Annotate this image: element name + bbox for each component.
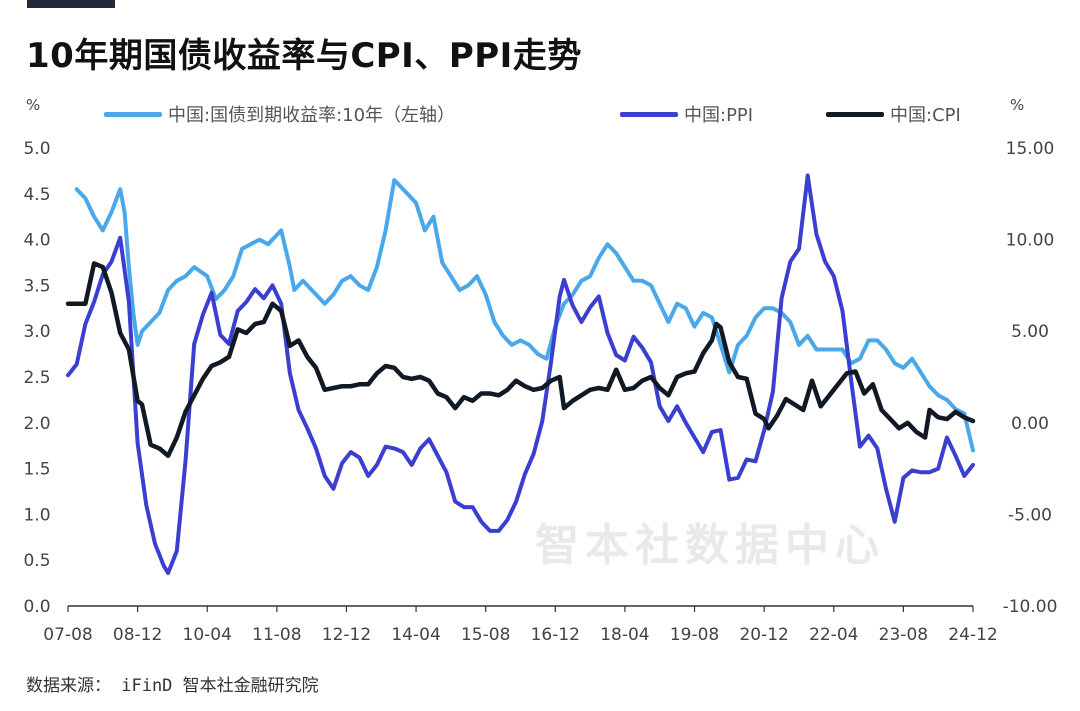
legend-swatch-bond-yield — [104, 111, 162, 117]
bond-yield-line — [74, 178, 975, 453]
watermark-text: 智本社数据中心 — [535, 520, 885, 571]
right-tick-label: 10.00 — [1006, 231, 1055, 251]
right-tick-label: -10.00 — [1003, 597, 1058, 617]
x-tick-label: 14-04 — [391, 625, 440, 645]
right-tick-label: -5.00 — [1008, 505, 1052, 525]
left-tick-label: 0.0 — [23, 597, 50, 617]
legend-item-ppi: 中国:PPI — [620, 101, 753, 127]
left-tick-label: 2.5 — [23, 368, 50, 388]
x-tick-label: 08-12 — [113, 625, 162, 645]
x-tick-label: 22-04 — [809, 625, 858, 645]
left-tick-label: 1.5 — [23, 460, 50, 480]
left-tick-label: 3.0 — [23, 322, 50, 342]
x-tick-label: 24-12 — [948, 625, 997, 645]
left-tick-label: 4.0 — [23, 231, 50, 251]
x-tick-label: 10-04 — [183, 625, 232, 645]
data-source: 数据来源： iFinD 智本社金融研究院 — [26, 676, 319, 696]
ppi-line — [66, 173, 975, 575]
left-tick-label: 0.5 — [23, 551, 50, 571]
legend-item-cpi: 中国:CPI — [826, 101, 961, 127]
legend-label-cpi: 中国:CPI — [890, 105, 961, 126]
chart-title: 10年期国债收益率与CPI、PPI走势 — [26, 36, 582, 76]
left-tick-label: 5.0 — [23, 139, 50, 159]
x-tick-label: 20-12 — [739, 625, 788, 645]
x-tick-label: 11-08 — [252, 625, 301, 645]
legend-item-bond-yield: 中国:国债到期收益率:10年（左轴） — [104, 101, 455, 127]
right-tick-label: 15.00 — [1006, 139, 1055, 159]
x-tick-label: 19-08 — [670, 625, 719, 645]
right-axis-unit: % — [1010, 96, 1025, 114]
title-accent-bar — [27, 0, 115, 8]
legend-swatch-ppi — [620, 111, 678, 117]
x-tick-label: 18-04 — [600, 625, 649, 645]
left-axis-unit: % — [26, 96, 41, 114]
x-tick-label: 12-12 — [322, 625, 371, 645]
left-tick-label: 1.0 — [23, 505, 50, 525]
x-tick-label: 07-08 — [43, 625, 92, 645]
left-tick-label: 2.0 — [23, 414, 50, 434]
left-tick-label: 4.5 — [23, 185, 50, 205]
right-tick-label: 0.00 — [1011, 414, 1049, 434]
legend-label-ppi: 中国:PPI — [684, 105, 754, 126]
x-tick-label: 16-12 — [531, 625, 580, 645]
legend-swatch-cpi — [826, 111, 884, 117]
x-tick-label: 15-08 — [461, 625, 510, 645]
x-tick-label: 23-08 — [879, 625, 928, 645]
left-tick-label: 3.5 — [23, 276, 50, 296]
right-tick-label: 5.00 — [1011, 322, 1049, 342]
cpi-line — [65, 261, 976, 459]
legend-label-bond-yield: 中国:国债到期收益率:10年（左轴） — [168, 105, 456, 126]
